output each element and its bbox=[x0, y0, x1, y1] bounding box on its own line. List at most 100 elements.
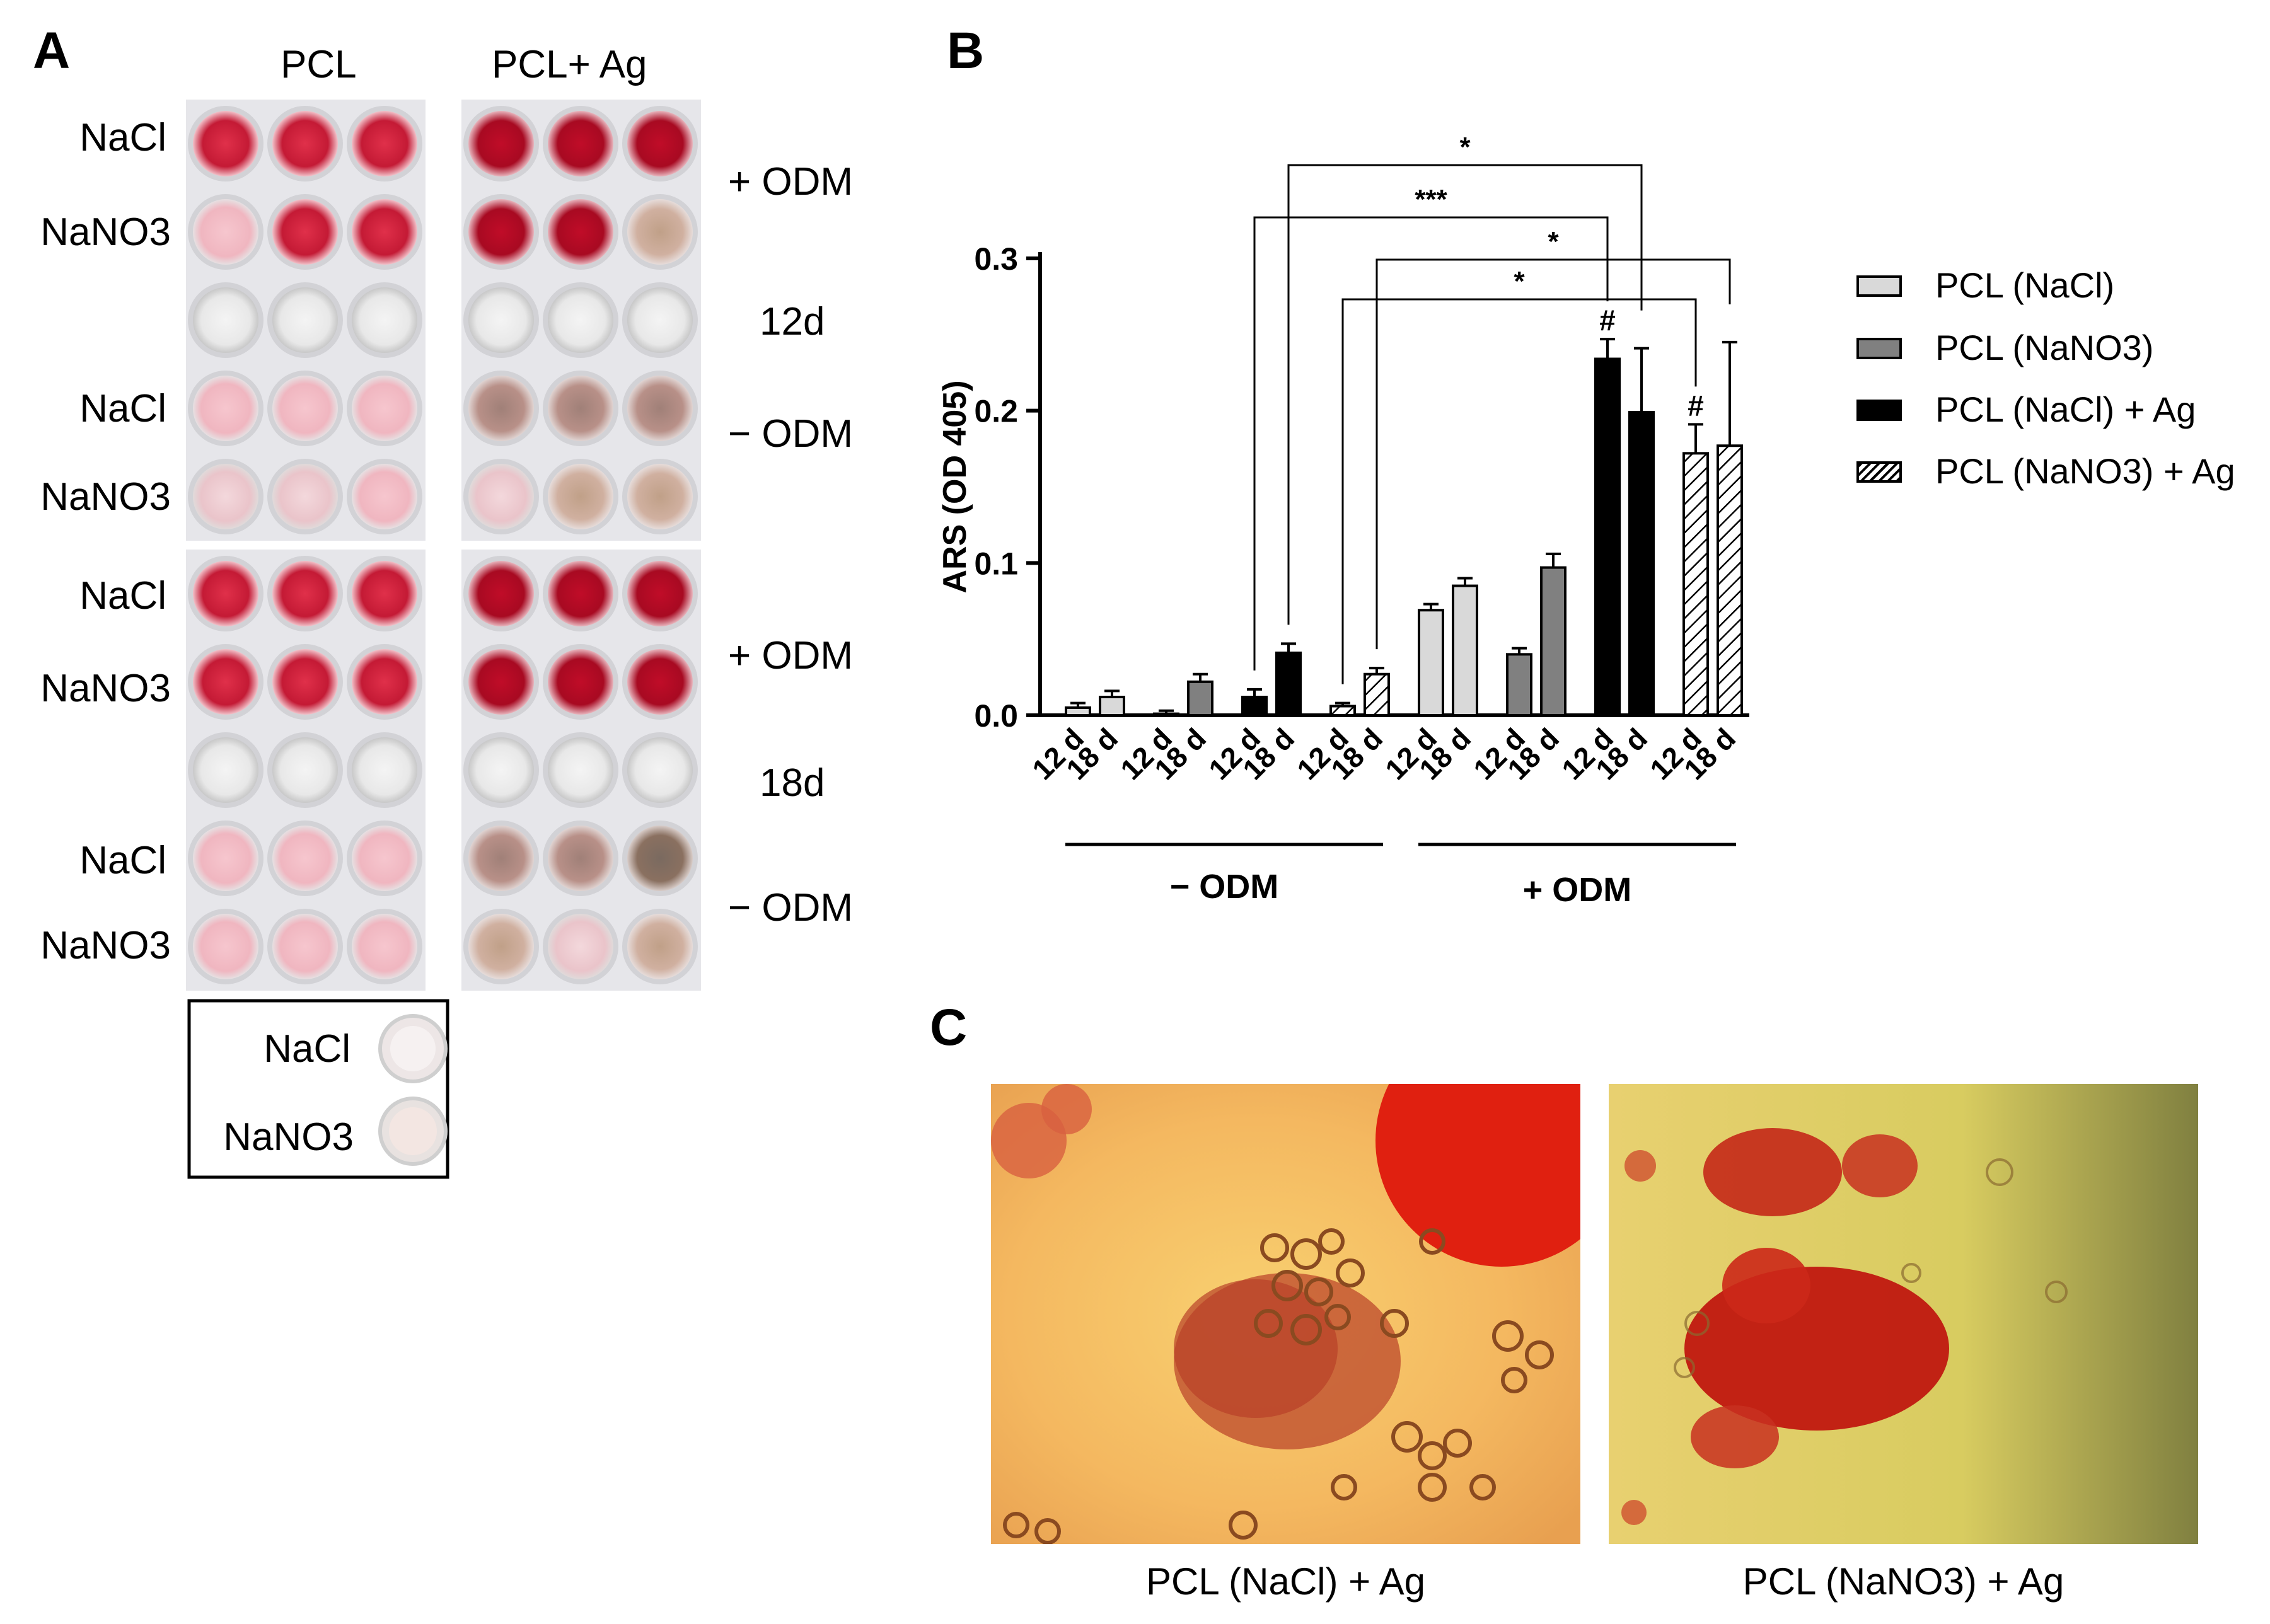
y-tick-label: 0.1 bbox=[974, 546, 1018, 581]
well bbox=[548, 561, 613, 626]
well bbox=[272, 737, 338, 803]
well bbox=[627, 649, 693, 715]
panel-a-letter: A bbox=[33, 22, 71, 79]
bar bbox=[1187, 680, 1213, 717]
well bbox=[468, 287, 534, 353]
well bbox=[548, 737, 613, 803]
well bbox=[272, 287, 338, 353]
well bbox=[193, 464, 258, 529]
well bbox=[627, 561, 693, 626]
bar bbox=[1628, 411, 1655, 717]
well bbox=[627, 914, 693, 979]
well bbox=[272, 464, 338, 529]
well bbox=[193, 914, 258, 979]
bar bbox=[1682, 452, 1709, 717]
well bbox=[352, 199, 417, 265]
well bbox=[272, 199, 338, 265]
well bbox=[272, 376, 338, 441]
row-label-12d-3: NaCl bbox=[79, 387, 166, 430]
well bbox=[548, 826, 613, 891]
well bbox=[627, 111, 693, 176]
side-label-plus-odm-18d: + ODM bbox=[728, 634, 854, 677]
well bbox=[548, 287, 613, 353]
column-label-pcl: PCL bbox=[281, 43, 357, 86]
side-label-12d: 12d bbox=[760, 300, 825, 343]
hash-mark: # bbox=[1688, 389, 1704, 422]
well bbox=[627, 826, 693, 891]
well bbox=[468, 649, 534, 715]
significance-label: *** bbox=[1415, 184, 1447, 215]
inset-label-nacl: NaCl bbox=[263, 1027, 350, 1071]
well bbox=[352, 561, 417, 626]
legend-swatch-pcl-nacl-ag bbox=[1856, 400, 1902, 421]
well bbox=[193, 649, 258, 715]
legend-label-pcl-nano3-ag: PCL (NaNO3) + Ag bbox=[1935, 451, 2235, 491]
well-plate-photos bbox=[186, 100, 701, 1179]
panel-c-letter: C bbox=[930, 999, 968, 1056]
well bbox=[352, 376, 417, 441]
column-label-pcl-ag: PCL+ Ag bbox=[492, 43, 647, 86]
caption-pcl-nano3-ag: PCL (NaNO3) + Ag bbox=[1742, 1560, 2064, 1603]
well bbox=[627, 464, 693, 529]
row-label-12d-2-text: NaNO3 bbox=[40, 210, 171, 254]
row-label-12d-1: NaCl bbox=[79, 116, 166, 159]
well bbox=[548, 649, 613, 715]
well bbox=[468, 376, 534, 441]
well bbox=[193, 287, 258, 353]
y-axis-label: ARS (OD 405) bbox=[937, 380, 973, 593]
micrograph-pcl-nacl-ag bbox=[991, 1084, 1580, 1544]
bar bbox=[1275, 651, 1302, 717]
well bbox=[627, 199, 693, 265]
well bbox=[193, 561, 258, 626]
y-tick-label: 0.3 bbox=[974, 241, 1018, 277]
bar bbox=[1099, 696, 1125, 717]
bar bbox=[1153, 712, 1179, 717]
well bbox=[352, 287, 417, 353]
micrograph-pcl-nano3-ag bbox=[1609, 1084, 2198, 1544]
well bbox=[272, 826, 338, 891]
well bbox=[468, 464, 534, 529]
well bbox=[548, 111, 613, 176]
bar bbox=[1717, 444, 1743, 717]
well bbox=[193, 737, 258, 803]
legend-swatch-pcl-nano3 bbox=[1856, 338, 1902, 359]
row-label-12d-2: NaNO3 bbox=[40, 213, 171, 252]
row-label-18d-2: NaNO3 bbox=[40, 667, 171, 710]
bar bbox=[1241, 696, 1268, 717]
significance-bracket bbox=[1375, 258, 1731, 650]
well bbox=[548, 914, 613, 979]
well bbox=[272, 914, 338, 979]
well bbox=[627, 287, 693, 353]
significance-label: * bbox=[1514, 266, 1525, 297]
well bbox=[627, 376, 693, 441]
well bbox=[272, 649, 338, 715]
significance-label: * bbox=[1459, 132, 1471, 163]
well bbox=[548, 464, 613, 529]
well bbox=[352, 737, 417, 803]
y-tick-label: 0.0 bbox=[974, 698, 1018, 734]
bar bbox=[1065, 706, 1091, 717]
well bbox=[468, 199, 534, 265]
well bbox=[193, 111, 258, 176]
well bbox=[468, 737, 534, 803]
legend-swatch-pcl-nacl bbox=[1856, 275, 1902, 297]
legend-label-pcl-nacl: PCL (NaCl) bbox=[1935, 265, 2115, 305]
caption-pcl-nacl-ag: PCL (NaCl) + Ag bbox=[1146, 1560, 1425, 1603]
well bbox=[548, 376, 613, 441]
side-label-minus-odm-12d: − ODM bbox=[728, 412, 854, 456]
legend-label-pcl-nacl-ag: PCL (NaCl) + Ag bbox=[1935, 389, 2196, 429]
row-label-12d-4: NaNO3 bbox=[40, 475, 171, 519]
y-tick-label: 0.2 bbox=[974, 394, 1018, 429]
well bbox=[468, 826, 534, 891]
row-label-18d-1: NaCl bbox=[79, 574, 166, 618]
bar bbox=[1364, 672, 1390, 717]
bar bbox=[1329, 705, 1356, 717]
well bbox=[352, 649, 417, 715]
well bbox=[468, 561, 534, 626]
significance-bracket bbox=[1341, 298, 1697, 684]
significance-bracket bbox=[1287, 164, 1643, 625]
well bbox=[352, 464, 417, 529]
bar bbox=[1594, 357, 1621, 717]
well bbox=[548, 199, 613, 265]
bar bbox=[1418, 609, 1444, 717]
